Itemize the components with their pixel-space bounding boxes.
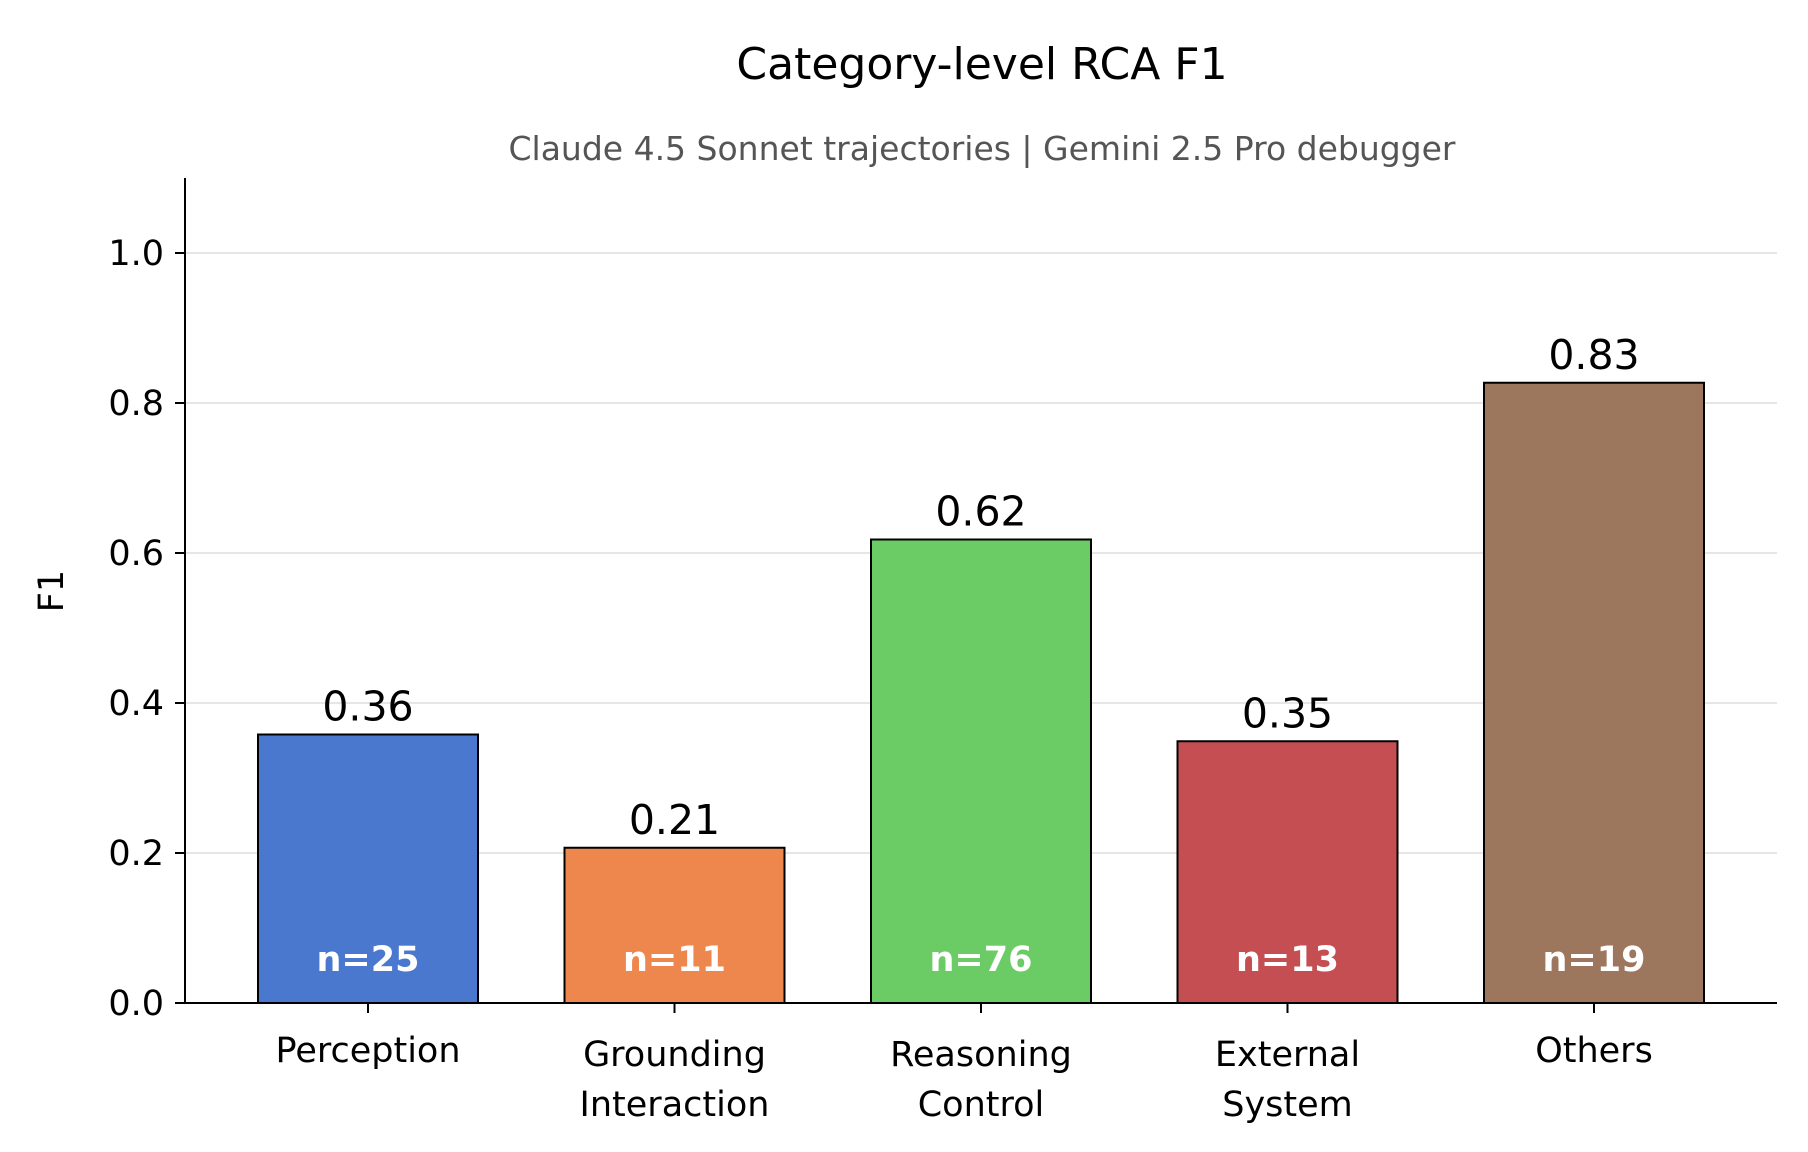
bar [1176,740,1399,1004]
y-tick-label: 0.4 [108,684,164,724]
bars: 0.36 n=25 0.21 n=11 0.62 n=76 0.35 n=13 0.83 n=19 [257,331,1705,1004]
bar [870,538,1092,1004]
data-label: 0.83 [1548,331,1639,379]
count-label: n=13 [1236,940,1339,980]
x-tick-label: External [1215,1035,1360,1075]
x-tick-label: Others [1535,1031,1653,1071]
bar [1483,381,1705,1004]
y-tick-label: 0.2 [108,834,164,874]
x-tick-label: Reasoning [890,1035,1072,1075]
y-tick-label: 0.6 [108,534,164,574]
count-label: n=76 [930,940,1033,980]
y-tick-label: 0.8 [108,384,164,424]
x-tick-label: Grounding [583,1035,766,1075]
x-tick-label: Perception [275,1031,460,1071]
x-tick-label: Control [918,1085,1045,1125]
data-label: 0.36 [322,683,413,731]
count-label: n=25 [317,940,420,980]
data-label: 0.21 [629,796,720,844]
count-label: n=19 [1543,940,1646,980]
y-tick-label: 0.0 [108,984,164,1024]
y-axis-label: F1 [32,570,72,612]
bar [257,733,479,1004]
axes: 0.0 0.2 0.4 0.6 0.8 1.0 Perception Grounding Int… [108,178,1777,1125]
chart-subtitle: Claude 4.5 Sonnet trajectories | Gemini … [508,129,1455,168]
chart-title: Category-level RCA F1 [736,39,1227,90]
x-tick-label: Interaction [580,1085,770,1125]
x-tick-label: System [1222,1085,1353,1125]
data-label: 0.35 [1242,689,1333,737]
data-label: 0.62 [935,488,1026,536]
count-label: n=11 [623,940,726,980]
y-tick-label: 1.0 [108,234,164,274]
